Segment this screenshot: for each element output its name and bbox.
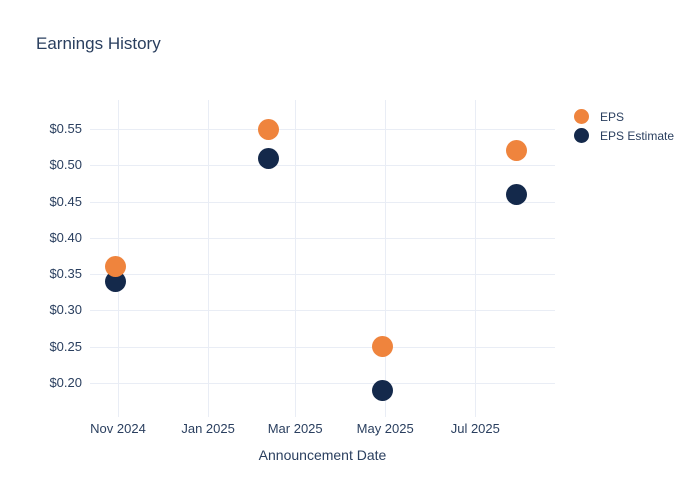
data-point-eps-estimate[interactable] [506, 183, 528, 205]
y-tick-label: $0.25 [49, 338, 82, 354]
y-gridline [90, 382, 555, 384]
legend-marker-eps-icon [574, 109, 589, 124]
data-point-eps[interactable] [506, 140, 528, 162]
y-tick-label: $0.20 [49, 374, 82, 390]
y-tick-label: $0.45 [49, 193, 82, 209]
x-gridline [475, 100, 477, 417]
y-gridline [90, 237, 555, 239]
x-tick-label: Nov 2024 [90, 421, 146, 436]
y-tick-label: $0.35 [49, 266, 82, 282]
legend-marker-eps-estimate-icon [574, 128, 589, 143]
legend-item-eps[interactable]: EPS [574, 107, 674, 126]
data-point-eps[interactable] [371, 336, 393, 358]
legend-label: EPS Estimate [600, 128, 675, 143]
y-tick-label: $0.40 [49, 229, 82, 245]
chart-title: Earnings History [36, 34, 161, 53]
x-axis-title: Announcement Date [258, 447, 387, 463]
x-gridline [385, 100, 387, 417]
x-gridline [295, 100, 297, 417]
y-gridline [90, 346, 555, 348]
x-gridline [208, 100, 210, 417]
data-point-eps-estimate[interactable] [104, 270, 126, 292]
data-point-eps-estimate[interactable] [371, 379, 393, 401]
y-tick-label: $0.30 [49, 302, 82, 318]
legend-label: EPS [600, 109, 625, 124]
y-gridline [90, 201, 555, 203]
x-tick-label: Jan 2025 [181, 421, 235, 436]
x-tick-label: May 2025 [356, 421, 414, 436]
legend-item-eps-estimate[interactable]: EPS Estimate [574, 126, 674, 145]
x-tick-label: Mar 2025 [267, 421, 323, 436]
y-gridline [90, 129, 555, 130]
y-gridline [90, 274, 555, 276]
x-tick-label: Jul 2025 [450, 421, 500, 436]
y-tick-label: $0.50 [49, 157, 82, 173]
y-gridline [90, 310, 555, 312]
y-gridline [90, 165, 555, 167]
data-point-eps[interactable] [258, 118, 280, 140]
data-point-eps-estimate[interactable] [258, 147, 280, 169]
legend: EPS EPS Estimate [574, 107, 674, 145]
data-point-eps[interactable] [104, 256, 126, 278]
y-tick-label: $0.55 [49, 121, 82, 136]
